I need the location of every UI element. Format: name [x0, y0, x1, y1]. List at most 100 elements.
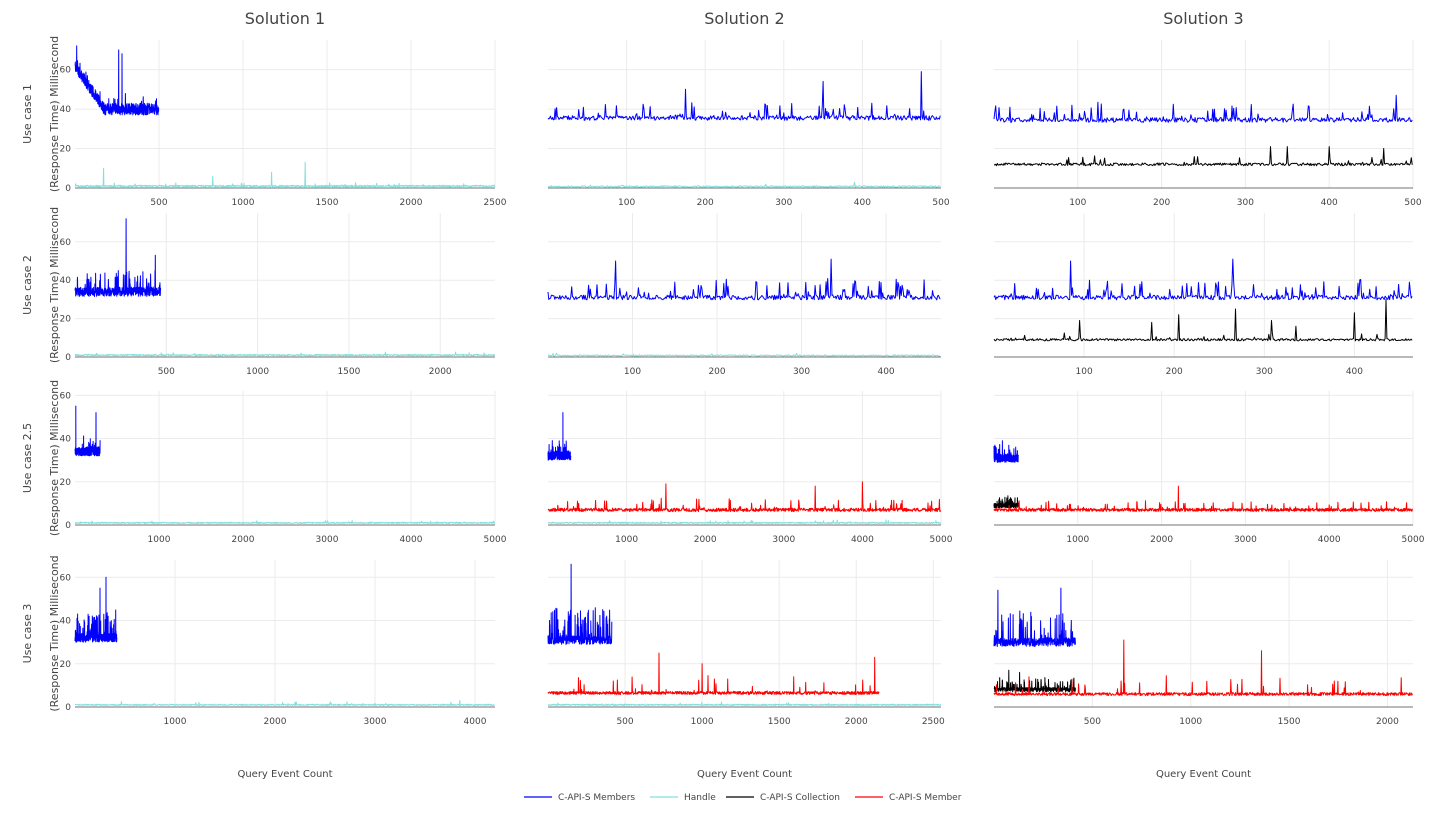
- x-tick-label: 400: [1321, 198, 1338, 208]
- x-tick-label: 200: [697, 198, 714, 208]
- panel-r0-c2: 100 200 300 400 500: [993, 40, 1422, 208]
- panel-r1-c1: 100 200 300 400: [547, 213, 941, 377]
- panel-r1-c0: 500 1000 1500 2000 0 20 40 60: [60, 213, 496, 377]
- y-tick-label: 20: [60, 660, 72, 670]
- x-tick-label: 3000: [364, 717, 387, 727]
- series-line-c-api-s-member: [547, 652, 880, 695]
- panel-r0-c0: 500 1000 1500 2000 2500 0 20 40 60: [60, 40, 507, 208]
- series-line-handle: [547, 352, 941, 357]
- legend-item-handle[interactable]: Handle: [650, 793, 716, 803]
- x-tick-label: 100: [624, 367, 641, 377]
- series-line-c-api-s-members: [547, 258, 941, 301]
- x-tick-label: 1000: [615, 535, 638, 545]
- series-line-handle: [547, 181, 941, 188]
- series-line-c-api-s-members: [993, 258, 1413, 301]
- x-tick-label: 3000: [1234, 535, 1257, 545]
- series-line-handle: [74, 700, 495, 706]
- column-title-solution-2: Solution 2: [704, 9, 784, 28]
- legend-label: C-API-S Collection: [760, 793, 840, 803]
- panel-r3-c1: 500 1000 1500 2000 2500: [547, 560, 945, 727]
- y-tick-label: 20: [60, 145, 72, 155]
- x-tick-label: 300: [793, 367, 810, 377]
- row-label-use-case-1: Use case 1: [21, 84, 34, 144]
- x-tick-label: 500: [150, 198, 167, 208]
- y-tick-label: 60: [60, 573, 72, 583]
- x-tick-label: 300: [1256, 367, 1273, 377]
- series-line-c-api-s-members: [993, 440, 1019, 463]
- series-line-handle: [74, 161, 496, 188]
- x-tick-label: 4000: [1318, 535, 1341, 545]
- legend-item-c-api-s-member[interactable]: C-API-S Member: [855, 793, 962, 803]
- series-line-c-api-s-members: [993, 94, 1413, 123]
- x-tick-label: 300: [775, 198, 792, 208]
- x-tick-label: 4000: [851, 535, 874, 545]
- series-line-c-api-s-collection: [993, 146, 1413, 167]
- x-tick-label: 400: [877, 367, 894, 377]
- legend-label: C-API-S Member: [889, 793, 962, 803]
- legend-item-c-api-s-collection[interactable]: C-API-S Collection: [726, 793, 840, 803]
- series-line-c-api-s-members: [993, 587, 1076, 647]
- panel-r2-c0: 1000 2000 3000 4000 5000 0 20 40 60: [60, 391, 507, 545]
- row-label-use-case-2-5: Use case 2.5: [21, 423, 34, 493]
- x-tick-label: 2000: [264, 717, 287, 727]
- series-line-c-api-s-members: [74, 218, 162, 297]
- series-line-c-api-s-members: [74, 405, 101, 457]
- panel-r0-c1: 100 200 300 400 500: [547, 40, 950, 208]
- series-line-c-api-s-collection: [993, 669, 1076, 693]
- y-tick-label: 0: [65, 521, 71, 531]
- y-axis-label: (Response Time) Millisecond: [48, 380, 61, 536]
- x-tick-label: 2000: [1150, 535, 1173, 545]
- x-tick-label: 500: [1084, 717, 1101, 727]
- y-tick-label: 40: [60, 435, 72, 445]
- legend: C-API-S Members Handle C-API-S Collection C…: [524, 793, 962, 803]
- y-tick-label: 40: [60, 617, 72, 627]
- x-tick-label: 1000: [691, 717, 714, 727]
- column-title-solution-3: Solution 3: [1163, 9, 1243, 28]
- row-label-use-case-2: Use case 2: [21, 255, 34, 315]
- y-tick-label: 0: [65, 353, 71, 363]
- x-tick-label: 500: [158, 367, 175, 377]
- x-tick-label: 4000: [400, 535, 423, 545]
- x-tick-label: 3000: [772, 535, 795, 545]
- series-line-handle: [74, 520, 496, 524]
- y-axis-label: (Response Time) Millisecond: [48, 555, 61, 711]
- series-line-c-api-s-members: [547, 412, 572, 461]
- x-tick-label: 2000: [845, 717, 868, 727]
- y-tick-label: 20: [60, 478, 72, 488]
- panel-r2-c2: 1000 2000 3000 4000 5000: [993, 391, 1425, 545]
- x-axis-label: Query Event Count: [697, 769, 792, 780]
- x-tick-label: 500: [932, 198, 949, 208]
- x-tick-label: 1000: [232, 198, 255, 208]
- x-tick-label: 100: [1076, 367, 1093, 377]
- x-tick-label: 200: [1153, 198, 1170, 208]
- x-tick-label: 100: [618, 198, 635, 208]
- x-tick-label: 1500: [1278, 717, 1301, 727]
- legend-label: C-API-S Members: [558, 793, 635, 803]
- y-tick-label: 20: [60, 315, 72, 325]
- x-axis-label: Query Event Count: [237, 769, 332, 780]
- x-tick-label: 400: [854, 198, 871, 208]
- series-line-c-api-s-member: [993, 485, 1413, 512]
- x-tick-label: 2500: [922, 717, 945, 727]
- y-tick-label: 60: [60, 238, 72, 248]
- y-axis-label: (Response Time) Millisecond: [48, 207, 61, 363]
- y-tick-label: 40: [60, 276, 72, 286]
- legend-item-c-api-s-members[interactable]: C-API-S Members: [524, 793, 635, 803]
- x-tick-label: 200: [1166, 367, 1183, 377]
- x-tick-label: 2000: [400, 198, 423, 208]
- x-tick-label: 300: [1237, 198, 1254, 208]
- x-tick-label: 200: [708, 367, 725, 377]
- x-tick-label: 1000: [1179, 717, 1202, 727]
- x-tick-label: 5000: [930, 535, 953, 545]
- y-tick-label: 40: [60, 105, 72, 115]
- series-line-c-api-s-member: [547, 481, 942, 513]
- series-line-c-api-s-members: [547, 563, 613, 645]
- series-line-c-api-s-members: [547, 71, 941, 121]
- series-line-c-api-s-collection: [993, 298, 1413, 342]
- x-tick-label: 2000: [232, 535, 255, 545]
- x-tick-label: 2000: [1376, 717, 1399, 727]
- x-tick-label: 5000: [1402, 535, 1425, 545]
- x-tick-label: 1500: [337, 367, 360, 377]
- x-axis-label: Query Event Count: [1156, 769, 1251, 780]
